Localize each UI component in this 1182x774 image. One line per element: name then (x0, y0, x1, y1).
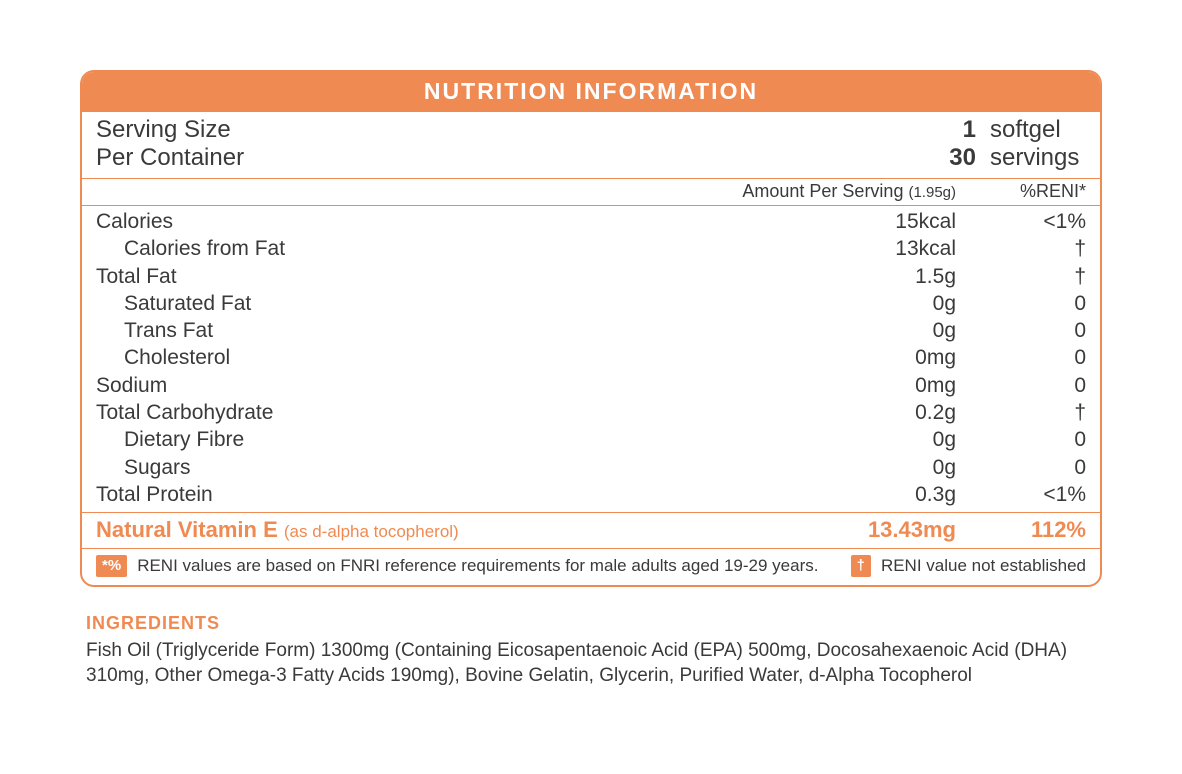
nutrient-amount: 0g (796, 290, 956, 317)
nutrient-amount: 0g (796, 426, 956, 453)
nutrient-row: Sugars0g0 (96, 454, 1086, 481)
nutrient-reni: 0 (956, 426, 1086, 453)
ingredients-text: Fish Oil (Triglyceride Form) 1300mg (Con… (86, 638, 1086, 689)
feature-reni: 112% (956, 517, 1086, 543)
nutrient-amount: 0mg (796, 372, 956, 399)
footnote-badge: † (851, 555, 871, 577)
nutrient-amount: 0g (796, 454, 956, 481)
serving-label: Per Container (96, 144, 906, 172)
nutrient-reni: 0 (956, 372, 1086, 399)
nutrient-reni: <1% (956, 481, 1086, 508)
nutrient-reni: <1% (956, 208, 1086, 235)
nutrient-amount: 0.2g (796, 399, 956, 426)
nutrition-panel: NUTRITION INFORMATION Serving Size 1 sof… (80, 70, 1102, 587)
feature-row: Natural Vitamin E (as d-alpha tocopherol… (82, 513, 1100, 549)
ingredients-section: INGREDIENTS Fish Oil (Triglyceride Form)… (80, 613, 1102, 689)
nutrient-label: Total Fat (96, 263, 796, 290)
footnote-text: RENI value not established (881, 556, 1086, 576)
nutrient-label: Saturated Fat (96, 290, 796, 317)
col-amount-label: Amount Per Serving (742, 181, 903, 201)
nutrient-amount: 13kcal (796, 235, 956, 262)
serving-value: 1 (906, 116, 976, 144)
footnote-badge: *% (96, 555, 127, 577)
nutrient-amount: 15kcal (796, 208, 956, 235)
nutrient-reni: 0 (956, 344, 1086, 371)
nutrient-reni: 0 (956, 454, 1086, 481)
nutrient-row: Trans Fat0g0 (96, 317, 1086, 344)
nutrient-label: Dietary Fibre (96, 426, 796, 453)
nutrient-label: Trans Fat (96, 317, 796, 344)
col-amount-header: Amount Per Serving (1.95g) (736, 181, 956, 202)
nutrient-row: Total Fat1.5g† (96, 263, 1086, 290)
nutrient-label: Calories from Fat (96, 235, 796, 262)
nutrient-label: Total Carbohydrate (96, 399, 796, 426)
feature-label: Natural Vitamin E (as d-alpha tocopherol… (96, 517, 796, 543)
nutrient-reni: 0 (956, 290, 1086, 317)
serving-row: Serving Size 1 softgel (96, 116, 1086, 144)
nutrient-amount: 1.5g (796, 263, 956, 290)
nutrient-label: Calories (96, 208, 796, 235)
ingredients-heading: INGREDIENTS (86, 613, 1096, 634)
feature-name: Natural Vitamin E (96, 517, 278, 542)
nutrient-reni: † (956, 399, 1086, 426)
nutrient-label: Sodium (96, 372, 796, 399)
nutrient-row: Sodium0mg0 (96, 372, 1086, 399)
serving-label: Serving Size (96, 116, 906, 144)
nutrient-amount: 0.3g (796, 481, 956, 508)
serving-block: Serving Size 1 softgel Per Container 30 … (82, 112, 1100, 179)
feature-sub: (as d-alpha tocopherol) (284, 522, 459, 541)
col-reni-header: %RENI* (956, 181, 1086, 202)
panel-title: NUTRITION INFORMATION (82, 72, 1100, 112)
nutrient-row: Total Protein0.3g<1% (96, 481, 1086, 508)
nutrient-reni: † (956, 235, 1086, 262)
nutrient-reni: 0 (956, 317, 1086, 344)
col-amount-note: (1.95g) (908, 184, 956, 201)
nutrient-row: Calories15kcal<1% (96, 208, 1086, 235)
footnote-2: † RENI value not established (851, 555, 1086, 577)
nutrient-reni: † (956, 263, 1086, 290)
footnotes: *% RENI values are based on FNRI referen… (82, 549, 1100, 585)
footnote-text: RENI values are based on FNRI reference … (137, 556, 818, 576)
feature-amount: 13.43mg (796, 517, 956, 543)
serving-value: 30 (906, 144, 976, 172)
nutrient-row: Cholesterol0mg0 (96, 344, 1086, 371)
nutrient-row: Saturated Fat0g0 (96, 290, 1086, 317)
nutrient-label: Cholesterol (96, 344, 796, 371)
footnote-1: *% RENI values are based on FNRI referen… (96, 555, 841, 577)
nutrient-amount: 0mg (796, 344, 956, 371)
nutrient-label: Sugars (96, 454, 796, 481)
nutrient-row: Dietary Fibre0g0 (96, 426, 1086, 453)
nutrient-row: Calories from Fat13kcal† (96, 235, 1086, 262)
serving-row: Per Container 30 servings (96, 144, 1086, 172)
serving-unit: servings (976, 144, 1086, 172)
column-headers: Amount Per Serving (1.95g) %RENI* (82, 179, 1100, 206)
serving-unit: softgel (976, 116, 1086, 144)
nutrient-row: Total Carbohydrate0.2g† (96, 399, 1086, 426)
nutrient-amount: 0g (796, 317, 956, 344)
nutrient-rows: Calories15kcal<1%Calories from Fat13kcal… (82, 206, 1100, 513)
nutrient-label: Total Protein (96, 481, 796, 508)
